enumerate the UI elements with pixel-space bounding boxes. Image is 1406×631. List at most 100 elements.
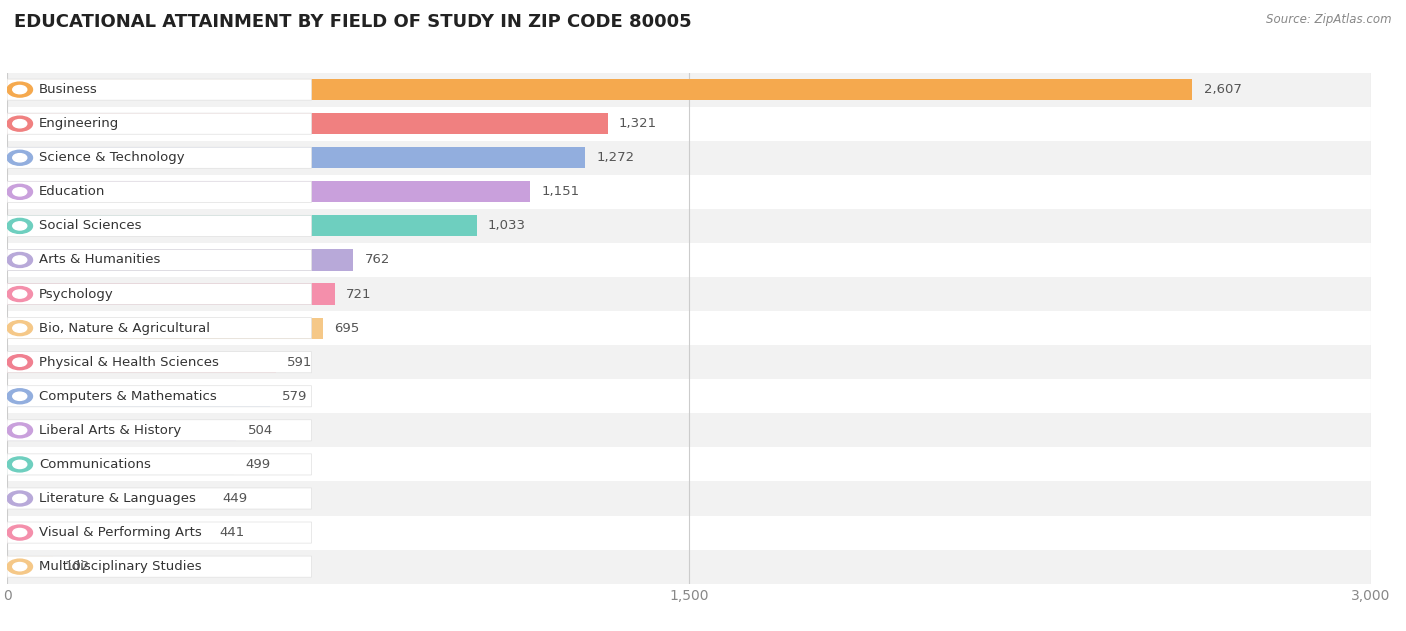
- Text: Visual & Performing Arts: Visual & Performing Arts: [39, 526, 201, 539]
- Text: Arts & Humanities: Arts & Humanities: [39, 254, 160, 266]
- Ellipse shape: [13, 221, 27, 230]
- Ellipse shape: [13, 460, 27, 469]
- Bar: [7, 447, 1371, 481]
- FancyBboxPatch shape: [7, 556, 312, 577]
- FancyBboxPatch shape: [7, 113, 312, 134]
- FancyBboxPatch shape: [7, 386, 312, 407]
- FancyBboxPatch shape: [7, 249, 312, 271]
- Ellipse shape: [13, 85, 27, 94]
- Bar: [7, 249, 353, 271]
- Ellipse shape: [7, 150, 32, 165]
- Text: Source: ZipAtlas.com: Source: ZipAtlas.com: [1267, 13, 1392, 26]
- FancyBboxPatch shape: [7, 454, 312, 475]
- Bar: [7, 107, 1371, 141]
- Bar: [7, 522, 208, 543]
- Ellipse shape: [7, 286, 32, 302]
- Text: Liberal Arts & History: Liberal Arts & History: [39, 424, 181, 437]
- Bar: [7, 488, 211, 509]
- Bar: [7, 454, 233, 475]
- Bar: [7, 73, 1371, 107]
- Ellipse shape: [13, 358, 27, 367]
- Text: 1,151: 1,151: [541, 186, 579, 198]
- Text: 1,272: 1,272: [596, 151, 634, 164]
- Text: 762: 762: [364, 254, 391, 266]
- Ellipse shape: [13, 426, 27, 435]
- Text: 695: 695: [335, 322, 360, 334]
- FancyBboxPatch shape: [7, 317, 312, 339]
- Text: Education: Education: [39, 186, 105, 198]
- Bar: [7, 175, 1371, 209]
- Text: 1,033: 1,033: [488, 220, 526, 232]
- Bar: [7, 113, 607, 134]
- Text: 449: 449: [222, 492, 247, 505]
- FancyBboxPatch shape: [7, 420, 312, 441]
- Ellipse shape: [7, 457, 32, 472]
- Bar: [7, 311, 1371, 345]
- FancyBboxPatch shape: [7, 351, 312, 373]
- FancyBboxPatch shape: [7, 181, 312, 203]
- Ellipse shape: [7, 491, 32, 506]
- Ellipse shape: [7, 423, 32, 438]
- Ellipse shape: [7, 389, 32, 404]
- Ellipse shape: [13, 119, 27, 128]
- Ellipse shape: [13, 562, 27, 571]
- Bar: [7, 147, 585, 168]
- Text: Bio, Nature & Agricultural: Bio, Nature & Agricultural: [39, 322, 209, 334]
- Bar: [7, 345, 1371, 379]
- Ellipse shape: [13, 290, 27, 298]
- Ellipse shape: [7, 184, 32, 199]
- Text: 579: 579: [281, 390, 307, 403]
- Text: 499: 499: [245, 458, 270, 471]
- Bar: [7, 243, 1371, 277]
- Text: Computers & Mathematics: Computers & Mathematics: [39, 390, 217, 403]
- Ellipse shape: [7, 252, 32, 268]
- Text: EDUCATIONAL ATTAINMENT BY FIELD OF STUDY IN ZIP CODE 80005: EDUCATIONAL ATTAINMENT BY FIELD OF STUDY…: [14, 13, 692, 31]
- Text: 441: 441: [219, 526, 245, 539]
- Text: 102: 102: [65, 560, 90, 573]
- Ellipse shape: [7, 82, 32, 97]
- Text: Psychology: Psychology: [39, 288, 114, 300]
- Ellipse shape: [7, 321, 32, 336]
- Ellipse shape: [7, 355, 32, 370]
- Bar: [7, 386, 270, 407]
- Bar: [7, 481, 1371, 516]
- FancyBboxPatch shape: [7, 79, 312, 100]
- Bar: [7, 550, 1371, 584]
- FancyBboxPatch shape: [7, 215, 312, 237]
- Text: Multidisciplinary Studies: Multidisciplinary Studies: [39, 560, 201, 573]
- Bar: [7, 420, 236, 441]
- Text: 721: 721: [346, 288, 371, 300]
- Bar: [7, 413, 1371, 447]
- Ellipse shape: [7, 116, 32, 131]
- Ellipse shape: [13, 256, 27, 264]
- FancyBboxPatch shape: [7, 522, 312, 543]
- Ellipse shape: [7, 525, 32, 540]
- Bar: [7, 379, 1371, 413]
- Text: Business: Business: [39, 83, 97, 96]
- Bar: [7, 283, 335, 305]
- Text: 2,607: 2,607: [1204, 83, 1241, 96]
- Ellipse shape: [13, 324, 27, 333]
- Ellipse shape: [13, 494, 27, 503]
- Bar: [7, 141, 1371, 175]
- Bar: [7, 79, 1192, 100]
- FancyBboxPatch shape: [7, 147, 312, 168]
- FancyBboxPatch shape: [7, 283, 312, 305]
- Bar: [7, 317, 323, 339]
- Text: Literature & Languages: Literature & Languages: [39, 492, 195, 505]
- Text: 504: 504: [247, 424, 273, 437]
- Ellipse shape: [13, 187, 27, 196]
- Text: Science & Technology: Science & Technology: [39, 151, 184, 164]
- FancyBboxPatch shape: [7, 488, 312, 509]
- Bar: [7, 181, 530, 203]
- Bar: [7, 209, 1371, 243]
- Text: 1,321: 1,321: [619, 117, 657, 130]
- Ellipse shape: [13, 392, 27, 401]
- Text: Engineering: Engineering: [39, 117, 120, 130]
- Bar: [7, 277, 1371, 311]
- Ellipse shape: [7, 218, 32, 233]
- Bar: [7, 556, 53, 577]
- Text: 591: 591: [287, 356, 312, 369]
- Ellipse shape: [7, 559, 32, 574]
- Ellipse shape: [13, 528, 27, 537]
